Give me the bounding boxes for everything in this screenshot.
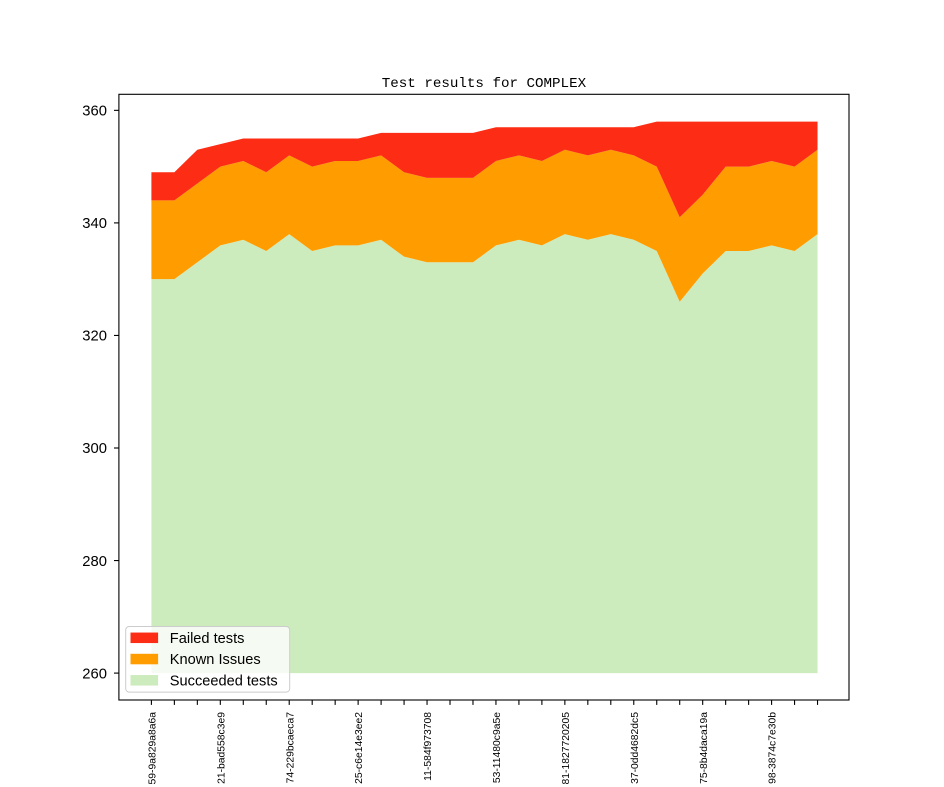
- svg-text:260: 260: [82, 666, 107, 682]
- svg-text:Test results for COMPLEX: Test results for COMPLEX: [382, 76, 587, 92]
- svg-text:25-c6e14e3ee2: 25-c6e14e3ee2: [354, 712, 365, 784]
- svg-text:59-9a829a8a6a: 59-9a829a8a6a: [148, 712, 159, 785]
- svg-text:37-0dd4682dc5: 37-0dd4682dc5: [630, 712, 641, 784]
- svg-text:Known Issues: Known Issues: [170, 652, 261, 668]
- svg-text:53-11480c9a5e: 53-11480c9a5e: [492, 712, 503, 783]
- svg-text:75-8b4daca19a: 75-8b4daca19a: [699, 712, 710, 784]
- svg-text:360: 360: [82, 104, 107, 120]
- svg-text:Succeeded tests: Succeeded tests: [170, 673, 278, 689]
- svg-text:300: 300: [82, 441, 107, 457]
- svg-text:340: 340: [82, 216, 107, 232]
- svg-text:11-584f973708: 11-584f973708: [423, 712, 434, 781]
- svg-text:320: 320: [82, 329, 107, 345]
- svg-text:81-1827720205: 81-1827720205: [561, 712, 572, 785]
- svg-text:280: 280: [82, 554, 107, 570]
- svg-text:98-3874c7e30b: 98-3874c7e30b: [768, 712, 779, 784]
- svg-text:Failed tests: Failed tests: [170, 631, 245, 647]
- svg-text:74-229bcaeca7: 74-229bcaeca7: [285, 712, 296, 784]
- svg-text:21-bad558c3e9: 21-bad558c3e9: [216, 712, 227, 784]
